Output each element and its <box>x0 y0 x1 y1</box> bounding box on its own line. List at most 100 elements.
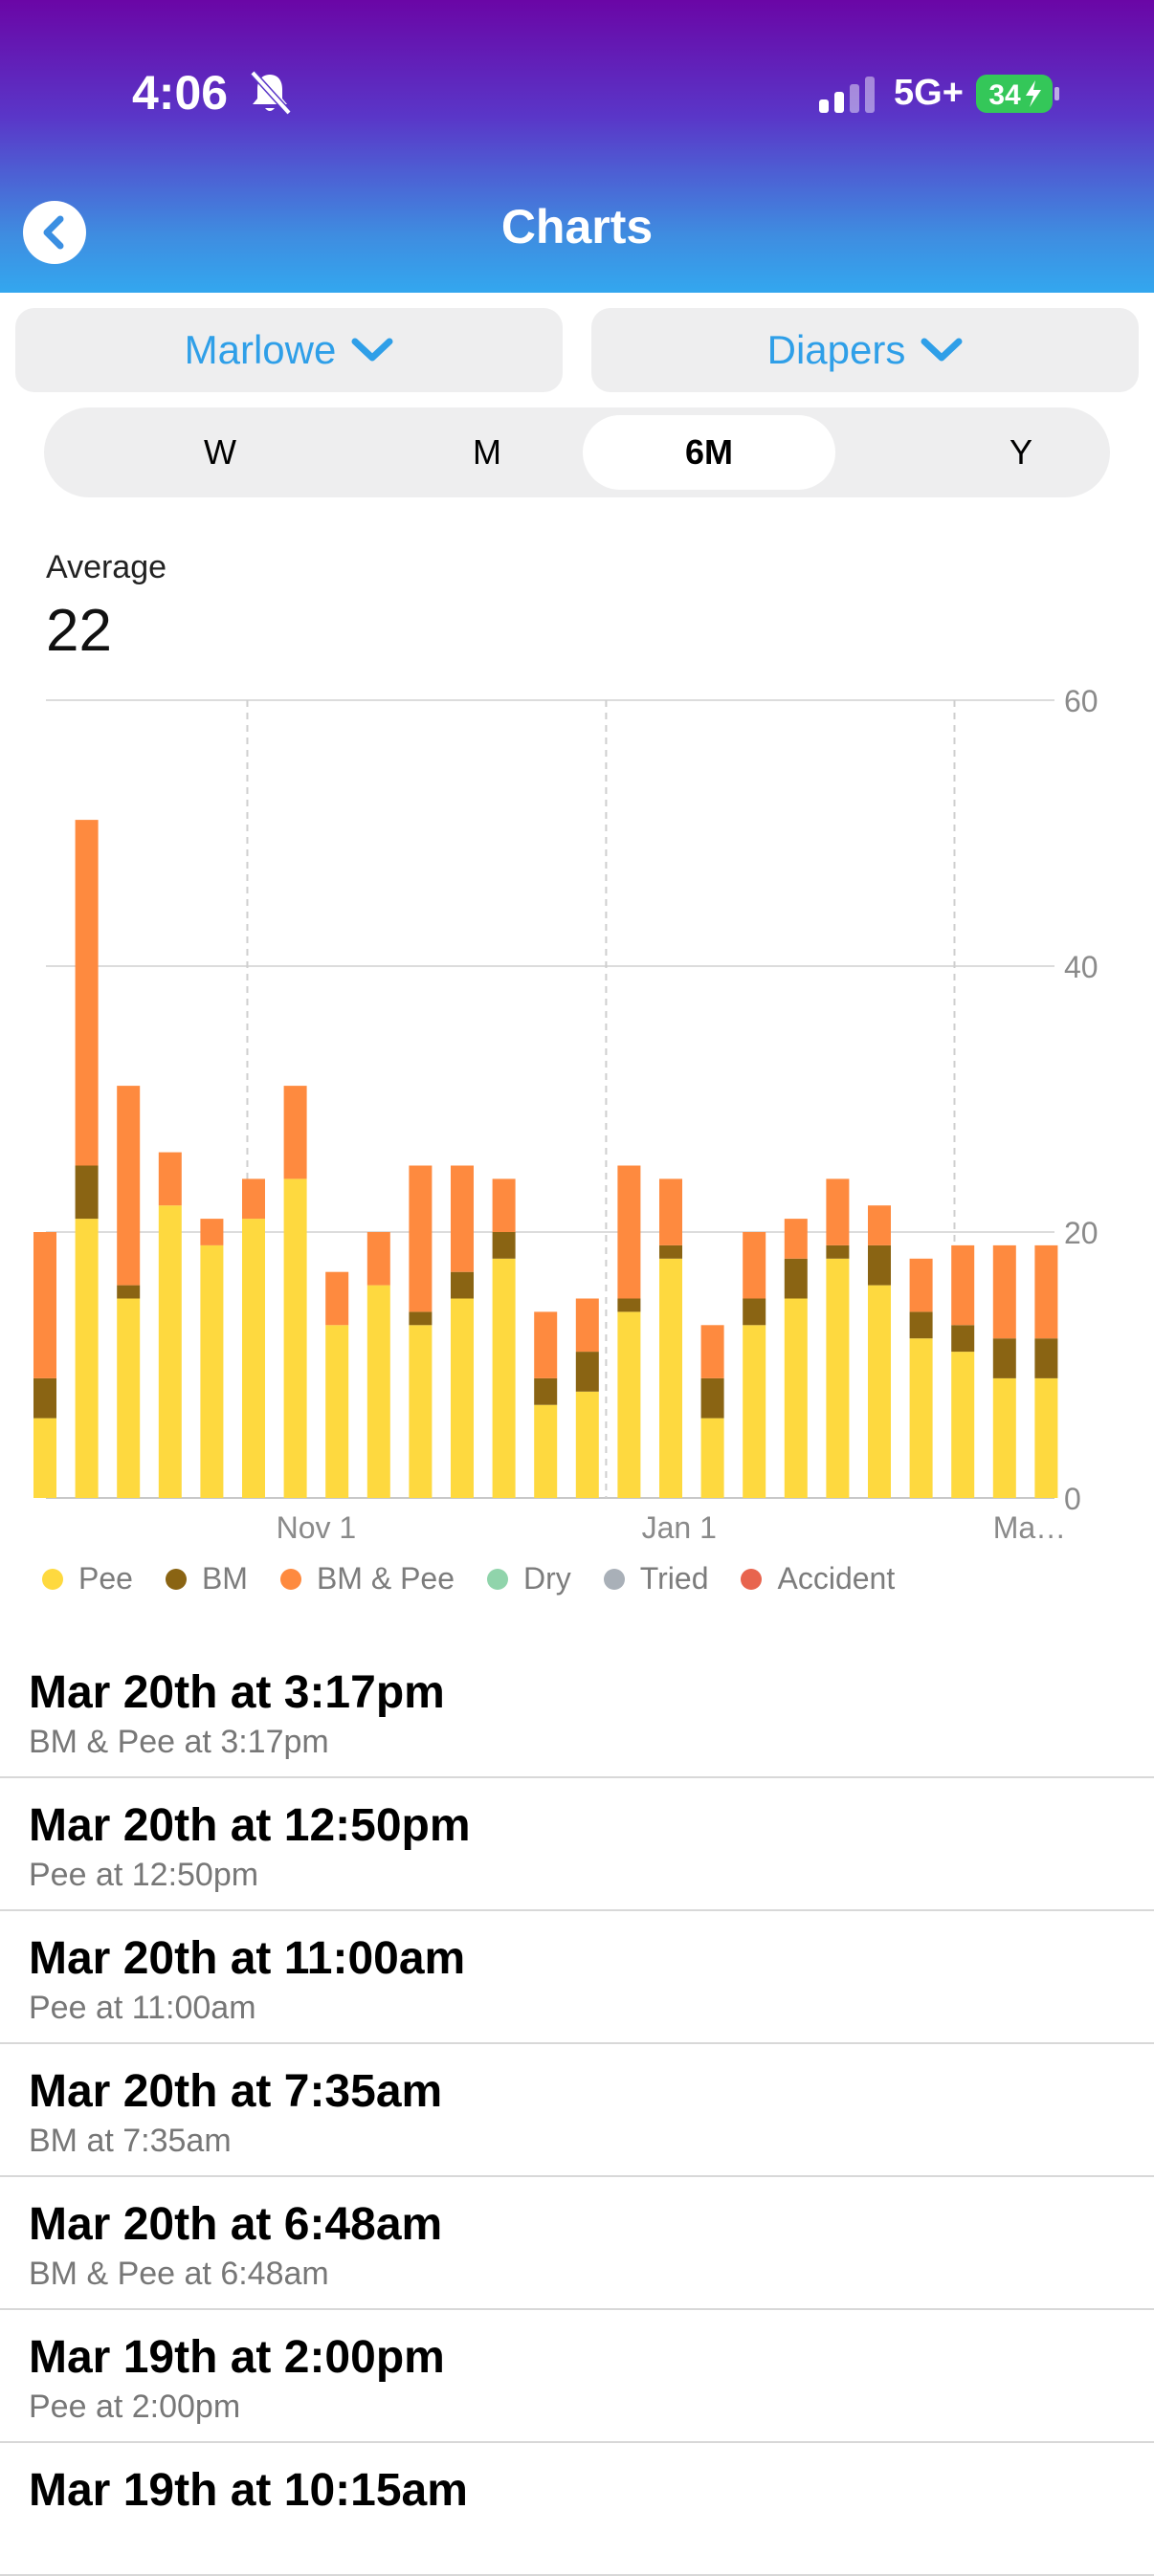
list-item[interactable]: Mar 19th at 10:15am <box>0 2443 1154 2576</box>
entry-title: Mar 20th at 3:17pm <box>29 1667 445 1718</box>
legend-bm: BM <box>165 1561 248 1596</box>
bar-segment <box>992 1338 1016 1378</box>
category-selector-label: Diapers <box>766 327 906 372</box>
list-item[interactable]: Mar 20th at 3:17pm BM & Pee at 3:17pm <box>0 1645 1154 1778</box>
header: 4:06 5G+ 34 Charts <box>0 0 1154 293</box>
y-tick-label: 60 <box>1064 684 1099 718</box>
tab-month[interactable]: M <box>473 432 501 472</box>
entry-subtitle: Pee at 2:00pm <box>29 2389 241 2425</box>
bar-segment <box>784 1219 808 1259</box>
list-item[interactable]: Mar 20th at 12:50pm Pee at 12:50pm <box>0 1778 1154 1911</box>
child-selector-label: Marlowe <box>184 327 337 372</box>
bar-segment <box>826 1244 850 1259</box>
list-item[interactable]: Mar 20th at 11:00am Pee at 11:00am <box>0 1911 1154 2044</box>
bar-segment <box>992 1244 1016 1339</box>
list-item[interactable]: Mar 19th at 2:00pm Pee at 2:00pm <box>0 2310 1154 2443</box>
bar-segment <box>1034 1377 1058 1498</box>
bar-segment <box>283 1086 307 1179</box>
x-tick-label: Nov 1 <box>277 1510 357 1545</box>
bar-segment <box>617 1165 641 1299</box>
entry-subtitle: Pee at 11:00am <box>29 1990 256 2026</box>
average-label: Average <box>46 549 167 585</box>
bar-segment <box>784 1298 808 1498</box>
tab-six-months[interactable]: 6M <box>583 415 835 490</box>
bar-segment <box>700 1325 724 1378</box>
bar-segment <box>366 1285 390 1498</box>
bar-segment <box>826 1178 850 1245</box>
bar-segment <box>1034 1244 1058 1339</box>
bar-segment <box>33 1418 56 1498</box>
entry-title: Mar 20th at 12:50pm <box>29 1800 471 1851</box>
bar-segment <box>200 1219 224 1245</box>
bar-segment <box>325 1271 349 1326</box>
legend-pee-dot <box>42 1568 63 1590</box>
list-item[interactable]: Mar 20th at 7:35am BM at 7:35am <box>0 2044 1154 2177</box>
chevron-down-icon <box>351 338 393 362</box>
bar-segment <box>534 1311 558 1378</box>
legend-pee-label: Pee <box>78 1561 133 1596</box>
list-item[interactable]: Mar 20th at 6:48am BM & Pee at 6:48am <box>0 2177 1154 2310</box>
bar-segment <box>909 1258 933 1312</box>
bar-segment <box>534 1404 558 1498</box>
bar-segment <box>1034 1338 1058 1378</box>
bar-segment <box>451 1298 474 1498</box>
legend-tried-label: Tried <box>639 1561 709 1596</box>
bar-segment <box>826 1258 850 1498</box>
bar-segment <box>617 1311 641 1498</box>
range-selector: W M 6M Y <box>44 407 1110 497</box>
bar-segment <box>951 1244 975 1326</box>
bar-segment <box>117 1298 141 1498</box>
bar-segment <box>451 1165 474 1272</box>
bar-segment <box>575 1298 599 1353</box>
entry-title: Mar 19th at 2:00pm <box>29 2332 445 2383</box>
battery-level: 34 <box>988 79 1021 111</box>
child-selector[interactable]: Marlowe <box>15 308 563 392</box>
bar-segment <box>75 1165 99 1220</box>
bar-segment <box>366 1232 390 1286</box>
bar-segment <box>868 1285 891 1498</box>
entry-subtitle: Pee at 12:50pm <box>29 1857 259 1893</box>
x-tick-label: Ma… <box>993 1510 1066 1545</box>
bar-segment <box>659 1178 682 1245</box>
bar-segment <box>33 1377 56 1419</box>
chevron-left-icon <box>43 215 64 250</box>
bar-segment <box>909 1311 933 1339</box>
bar-segment <box>33 1232 56 1378</box>
legend-pee: Pee <box>42 1561 133 1596</box>
y-tick-label: 20 <box>1064 1216 1099 1250</box>
entry-subtitle: BM at 7:35am <box>29 2123 232 2159</box>
bar-segment <box>868 1244 891 1286</box>
legend-tried: Tried <box>603 1561 709 1596</box>
page-title: Charts <box>500 200 654 253</box>
bar-segment <box>158 1205 182 1498</box>
bar-segment <box>992 1377 1016 1498</box>
network-type: 5G+ <box>894 73 964 113</box>
bar-segment <box>951 1352 975 1498</box>
legend-dry: Dry <box>487 1561 571 1596</box>
bar-segment <box>534 1377 558 1405</box>
back-button[interactable] <box>23 201 86 264</box>
bar-segment <box>451 1271 474 1299</box>
bar-segment <box>492 1178 516 1232</box>
category-selector[interactable]: Diapers <box>591 308 1139 392</box>
bar-segment <box>242 1178 265 1220</box>
bar-segment <box>200 1244 224 1498</box>
bar-segment <box>325 1325 349 1498</box>
bar-segment <box>909 1338 933 1498</box>
chart-legend: Pee BM BM & Pee Dry Tried Accident <box>42 1561 927 1596</box>
entry-subtitle: BM & Pee at 6:48am <box>29 2256 329 2292</box>
legend-accident-dot <box>741 1568 763 1590</box>
entry-title: Mar 20th at 7:35am <box>29 2066 443 2117</box>
legend-dry-dot <box>487 1568 508 1590</box>
diaper-chart: 0 20 40 60 Nov 1 Jan 1 Ma… <box>33 684 1099 1545</box>
bar-segment <box>283 1178 307 1498</box>
bar-segment <box>409 1325 433 1498</box>
bar-segment <box>700 1418 724 1498</box>
tab-week[interactable]: W <box>204 432 236 472</box>
tab-year[interactable]: Y <box>1009 432 1032 472</box>
bar-segment <box>409 1311 433 1326</box>
bar-segment <box>659 1244 682 1259</box>
bar-segment <box>75 1219 99 1498</box>
status-time: 4:06 <box>132 66 229 120</box>
bar-segment <box>242 1219 265 1498</box>
